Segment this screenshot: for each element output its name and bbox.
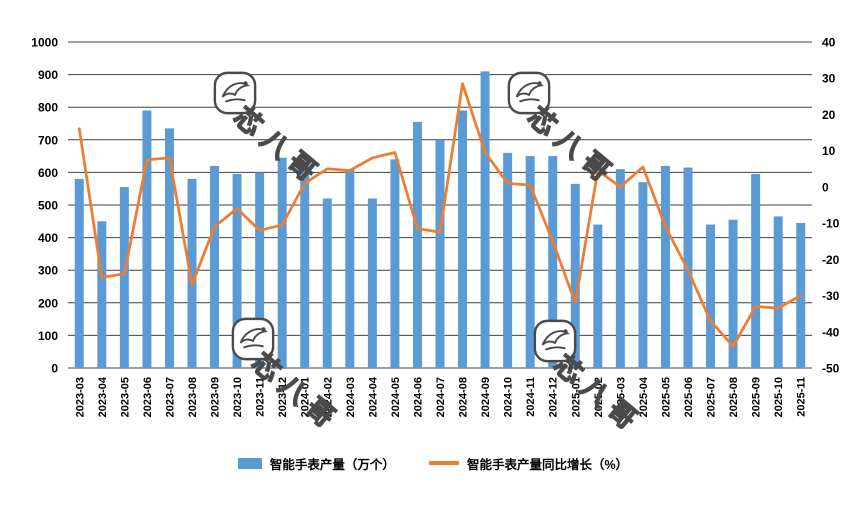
y-axis-right-label: -30 xyxy=(822,289,840,303)
bar xyxy=(367,198,377,368)
bar xyxy=(322,198,332,368)
x-axis-label: 2025-06 xyxy=(683,377,695,417)
x-axis-label: 2024-04 xyxy=(367,376,379,417)
x-axis-label: 2025-04 xyxy=(638,376,650,417)
y-axis-right-label: -10 xyxy=(822,217,840,231)
x-axis-label: 2024-02 xyxy=(322,377,334,417)
bar xyxy=(751,174,761,368)
x-axis-label: 2025-01 xyxy=(570,377,582,417)
y-axis-right-label: 20 xyxy=(822,108,836,122)
bar xyxy=(390,159,400,368)
x-axis-label: 2024-11 xyxy=(525,377,537,417)
bar xyxy=(164,128,174,368)
y-axis-left-label: 0 xyxy=(51,362,58,376)
y-axis-left-label: 400 xyxy=(38,231,58,245)
y-axis-left-label: 1000 xyxy=(31,36,58,50)
legend-item-growth: 智能手表产量同比增长（%） xyxy=(428,454,629,473)
bar xyxy=(210,165,220,368)
x-axis-label: 2025-05 xyxy=(660,377,672,417)
x-axis-label: 2023-07 xyxy=(164,377,176,417)
x-axis-label: 2024-08 xyxy=(458,377,470,417)
legend-label-growth: 智能手表产量同比增长（%） xyxy=(466,457,629,472)
y-axis-left-label: 900 xyxy=(38,68,58,82)
x-axis-label: 2025-03 xyxy=(615,377,627,417)
bar xyxy=(773,216,783,368)
y-axis-left-label: 500 xyxy=(38,199,58,213)
bar xyxy=(300,165,310,368)
x-axis-label: 2024-10 xyxy=(503,377,515,417)
bar xyxy=(525,156,535,368)
y-axis-right-label: 0 xyxy=(822,180,829,194)
bar xyxy=(435,139,445,368)
x-axis-label: 2024-07 xyxy=(435,377,447,417)
bar xyxy=(706,224,716,368)
bar xyxy=(187,178,197,368)
legend-label-production: 智能手表产量（万个） xyxy=(269,457,395,472)
y-axis-right-label: -20 xyxy=(822,253,840,267)
x-axis-label: 2023-03 xyxy=(74,377,86,417)
x-axis-label: 2023-12 xyxy=(277,377,289,417)
y-axis-right-label: 30 xyxy=(822,72,836,86)
x-axis-label: 2025-02 xyxy=(593,377,605,417)
y-axis-left-label: 700 xyxy=(38,133,58,147)
bar xyxy=(345,169,355,368)
x-axis-label: 2025-08 xyxy=(728,377,740,417)
x-axis-label: 2023-08 xyxy=(187,377,199,417)
bar xyxy=(412,121,422,369)
legend: 智能手表产量（万个） 智能手表产量同比增长（%） xyxy=(0,450,866,476)
legend-item-production: 智能手表产量（万个） xyxy=(237,454,395,473)
x-axis-label: 2023-09 xyxy=(210,377,222,417)
bar xyxy=(277,157,287,368)
bar xyxy=(570,183,580,368)
y-axis-left-label: 300 xyxy=(38,264,58,278)
y-axis-left-label: 800 xyxy=(38,101,58,115)
y-axis-right-label: -50 xyxy=(822,362,840,376)
trend-line xyxy=(77,82,803,348)
line-series-swatch-icon xyxy=(428,461,459,465)
x-axis-label: 2024-05 xyxy=(390,377,402,417)
y-axis-left-label: 600 xyxy=(38,166,58,180)
y-axis-right-label: 40 xyxy=(822,36,836,50)
x-axis-label: 2024-09 xyxy=(480,377,492,417)
bar xyxy=(232,174,242,368)
bar xyxy=(593,224,603,368)
x-axis-label: 2024-01 xyxy=(300,377,312,417)
bar xyxy=(728,219,738,368)
bar xyxy=(97,221,107,368)
x-axis-label: 2025-07 xyxy=(706,377,718,417)
bar xyxy=(615,169,625,368)
bar xyxy=(119,187,129,368)
y-axis-right-label: -40 xyxy=(822,325,840,339)
bar xyxy=(480,71,490,368)
bar xyxy=(638,182,648,368)
x-axis-label: 2025-10 xyxy=(773,377,785,417)
x-axis-label: 2025-11 xyxy=(796,377,808,417)
bar xyxy=(142,110,152,369)
x-axis-label: 2023-10 xyxy=(232,377,244,417)
bar xyxy=(74,178,84,368)
y-axis-left-label: 100 xyxy=(38,329,58,343)
x-axis-label: 2025-09 xyxy=(751,377,763,417)
x-axis-label: 2024-12 xyxy=(548,377,560,417)
x-axis-label: 2023-04 xyxy=(97,376,109,417)
x-axis-label: 2024-03 xyxy=(345,377,357,417)
bar-series-swatch-icon xyxy=(237,457,262,469)
x-axis-label: 2024-06 xyxy=(412,377,424,417)
x-axis-label: 2023-05 xyxy=(119,377,131,417)
bar xyxy=(458,110,468,369)
bar xyxy=(255,172,265,368)
bar xyxy=(660,165,670,368)
y-axis-right-label: 10 xyxy=(822,144,836,158)
bar xyxy=(548,156,558,368)
y-axis-left-label: 200 xyxy=(38,296,58,310)
x-axis-label: 2023-11 xyxy=(255,377,267,417)
x-axis-label: 2023-06 xyxy=(142,377,154,417)
bar xyxy=(503,152,513,368)
